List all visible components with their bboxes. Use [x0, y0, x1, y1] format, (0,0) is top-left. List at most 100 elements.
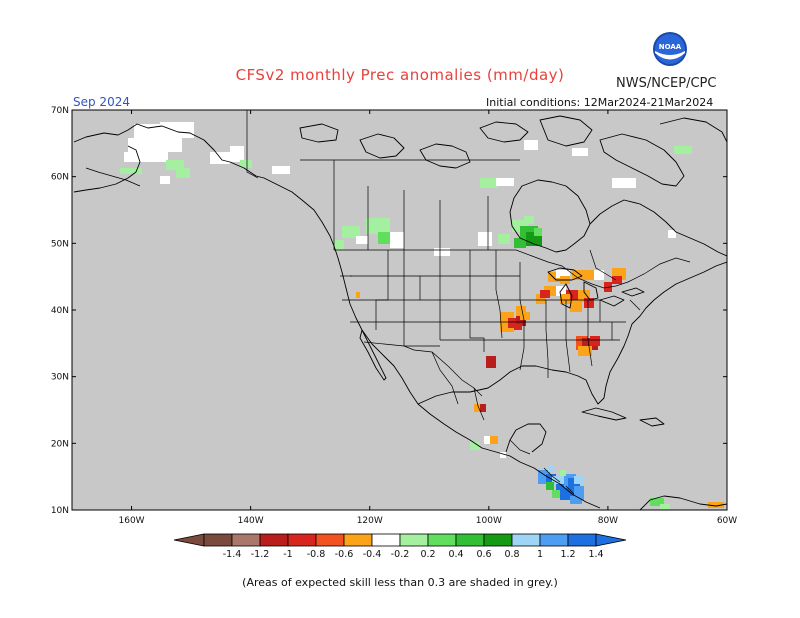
noaa-logo-text: NOAA	[659, 43, 682, 51]
anomaly-cell	[612, 276, 622, 284]
anomaly-cell	[434, 248, 450, 256]
colorbar-swatch	[511, 533, 541, 547]
colorbar-tick-label: -0.8	[307, 549, 326, 560]
anomaly-cell	[572, 148, 588, 156]
anomaly-cell	[474, 404, 482, 412]
anomaly-cell	[570, 496, 582, 504]
anomaly-cell	[390, 232, 404, 248]
lat-tick-label: 70N	[51, 106, 69, 116]
anomaly-cell	[536, 294, 546, 304]
anomaly-cell	[514, 238, 526, 248]
longitude-axis: 160W 140W 120W 100W 80W 60W	[119, 110, 737, 526]
colorbar-swatch	[427, 533, 457, 547]
colorbar-arrow-high	[595, 533, 627, 547]
anomaly-cell	[520, 312, 530, 320]
anomaly-cell	[500, 452, 506, 458]
colorbar-swatch	[315, 533, 345, 547]
colorbar-swatch	[371, 533, 401, 547]
anomaly-cell	[128, 138, 182, 152]
anomaly-cell	[546, 482, 554, 490]
anomaly-cell	[120, 168, 142, 174]
colorbar-swatch	[343, 533, 373, 547]
colorbar-arrow-low	[173, 533, 205, 547]
colorbar-swatch	[259, 533, 289, 547]
anomaly-cell	[342, 226, 360, 238]
lat-tick-label: 10N	[51, 506, 69, 516]
anomaly-cell	[508, 318, 520, 328]
anomaly-cell	[334, 240, 344, 250]
anomaly-cell	[668, 230, 676, 238]
anomaly-cell	[556, 270, 570, 278]
colorbar-swatch	[287, 533, 317, 547]
anomaly-cell	[544, 286, 558, 296]
anomaly-cell	[560, 490, 574, 500]
colorbar-tick-label: -1.4	[223, 549, 242, 560]
anomaly-cell	[612, 178, 636, 188]
anomaly-cell	[570, 300, 582, 312]
colorbar-tick-label: -0.2	[391, 549, 410, 560]
colorbar-swatch	[399, 533, 429, 547]
colorbar-tick-label: 1.2	[560, 549, 575, 560]
anomaly-cell	[660, 504, 670, 510]
anomaly-cell	[552, 476, 564, 486]
anomaly-cell	[546, 474, 556, 486]
lon-tick-label: 140W	[238, 516, 264, 526]
anomaly-cell	[480, 404, 486, 412]
colorbar-tick-label: 0.6	[476, 549, 491, 560]
coastlines	[73, 115, 727, 510]
colorbar-tick-label: 0.2	[420, 549, 435, 560]
anomaly-cell	[552, 490, 560, 498]
anomaly-cell	[470, 442, 480, 450]
anomaly-cell	[572, 270, 594, 280]
initial-conditions-label: Initial conditions: 12Mar2024-21Mar2024	[486, 96, 714, 109]
anomaly-cell	[366, 218, 390, 234]
colorbar-swatch	[483, 533, 513, 547]
latitude-axis: 70N 60N 50N 40N 30N 20N 10N	[51, 106, 727, 516]
anomaly-cells	[120, 122, 724, 510]
lat-tick-label: 40N	[51, 306, 69, 316]
anomaly-cell	[674, 146, 692, 154]
anomaly-cell	[534, 228, 542, 236]
anomaly-cell	[176, 168, 190, 178]
anomaly-cell	[484, 436, 492, 444]
anomaly-cell	[490, 436, 498, 444]
colorbar-tick-label: -1.2	[251, 549, 270, 560]
political-borders	[246, 110, 691, 495]
lat-tick-label: 30N	[51, 373, 69, 383]
anomaly-cell	[578, 346, 592, 356]
valid-month-label: Sep 2024	[73, 95, 130, 109]
lon-tick-label: 60W	[717, 516, 737, 526]
colorbar-swatch	[539, 533, 569, 547]
anomaly-cell	[496, 178, 514, 186]
anomaly-cell	[548, 466, 554, 472]
anomaly-cell	[574, 486, 584, 500]
anomaly-cell	[590, 336, 600, 346]
anomaly-cell	[478, 232, 492, 246]
colorbar-tick-label: 1	[537, 549, 543, 560]
lon-tick-label: 160W	[119, 516, 145, 526]
lon-tick-label: 100W	[476, 516, 502, 526]
anomaly-cell	[160, 122, 194, 134]
anomaly-cell	[516, 316, 526, 326]
skill-footnote: (Areas of expected skill less than 0.3 a…	[242, 576, 558, 589]
anomaly-cell	[356, 236, 368, 244]
lat-tick-label: 60N	[51, 173, 69, 183]
anomaly-cell	[574, 476, 584, 484]
anomaly-cell	[524, 216, 534, 224]
lon-tick-label: 80W	[598, 516, 618, 526]
anomaly-cell	[524, 140, 538, 150]
anomaly-cell	[166, 160, 184, 170]
chart-title: CFSv2 monthly Prec anomalies (mm/day)	[235, 66, 565, 84]
colorbar-tick-label: 0.8	[504, 549, 519, 560]
anomaly-cell	[160, 176, 170, 184]
anomaly-cell	[486, 356, 496, 368]
anomaly-cell	[498, 234, 510, 244]
colorbar-tick-label: 1.4	[588, 549, 603, 560]
anomaly-cell	[272, 166, 290, 174]
anomaly-cell	[650, 498, 664, 506]
anomaly-cell	[708, 502, 724, 508]
lat-tick-label: 50N	[51, 239, 69, 249]
anomaly-cell	[124, 152, 168, 162]
